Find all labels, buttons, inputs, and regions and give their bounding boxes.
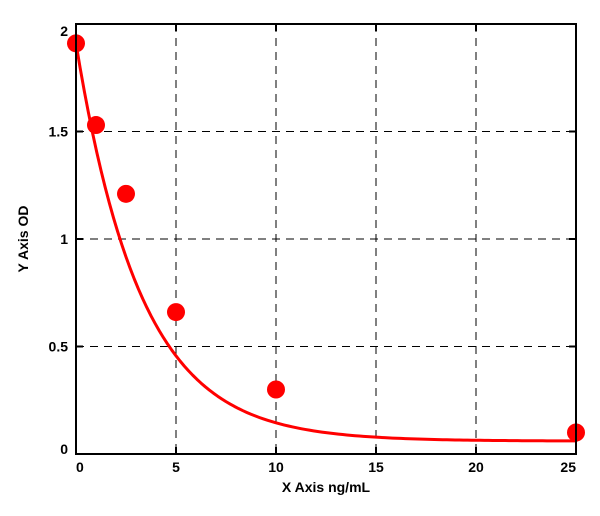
data-point bbox=[117, 185, 135, 203]
x-tick-label: 10 bbox=[268, 459, 284, 475]
chart-svg: 0 5 10 15 20 25 0 0.5 1 1.5 2 X Axis ng/mL Y Axis… bbox=[0, 0, 600, 516]
x-tick-label: 20 bbox=[468, 459, 484, 475]
x-tick-label: 25 bbox=[560, 459, 576, 475]
curve bbox=[76, 43, 576, 441]
data-points bbox=[67, 34, 585, 441]
chart-container: 0 5 10 15 20 25 0 0.5 1 1.5 2 X Axis ng/mL Y Axis… bbox=[0, 0, 600, 516]
y-tick-label: 0.5 bbox=[49, 339, 69, 355]
data-point bbox=[167, 303, 185, 321]
x-axis-label: X Axis ng/mL bbox=[282, 479, 371, 495]
data-point bbox=[267, 381, 285, 399]
x-tick-label: 5 bbox=[172, 459, 180, 475]
x-tick-label: 0 bbox=[76, 459, 84, 475]
x-tick-label: 15 bbox=[368, 459, 384, 475]
y-ticks: 0 0.5 1 1.5 2 bbox=[49, 23, 576, 457]
x-ticks: 0 5 10 15 20 25 bbox=[76, 24, 576, 475]
y-tick-label: 0 bbox=[60, 441, 68, 457]
y-axis-label: Y Axis OD bbox=[15, 206, 31, 273]
grid-lines bbox=[76, 24, 576, 454]
y-tick-label: 2 bbox=[60, 23, 68, 39]
data-point bbox=[87, 116, 105, 134]
y-tick-label: 1.5 bbox=[49, 124, 69, 140]
y-tick-label: 1 bbox=[60, 231, 68, 247]
